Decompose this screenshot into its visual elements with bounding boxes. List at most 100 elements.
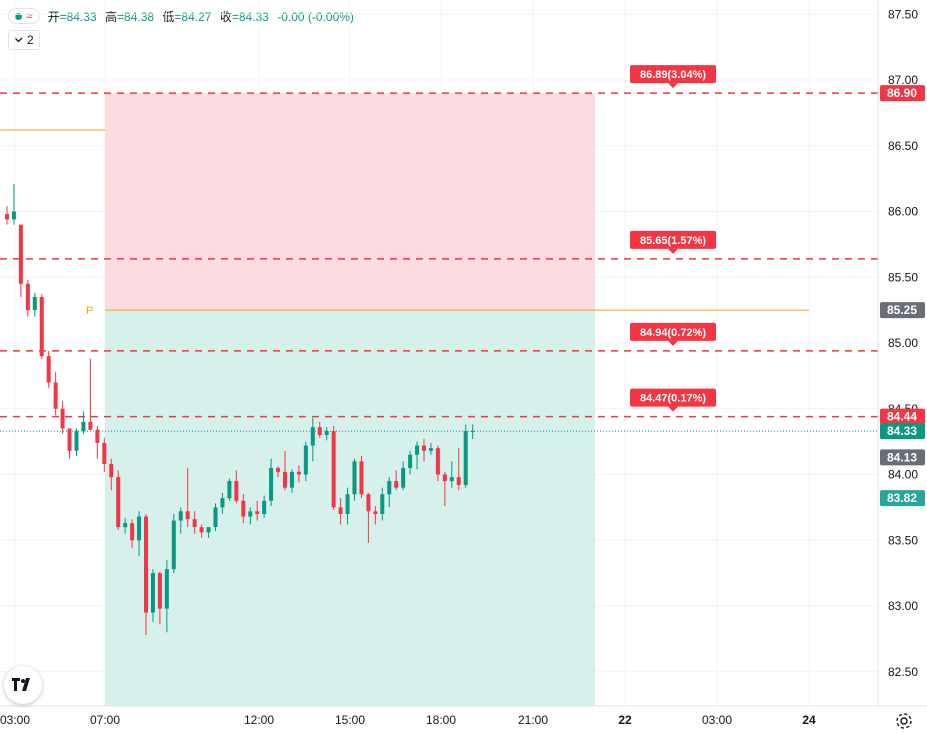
time-tick-label: 21:00: [518, 713, 548, 727]
change-value: -0.00 (-0.00%): [277, 9, 354, 24]
candle-body: [387, 481, 392, 495]
candle-body: [171, 520, 176, 570]
candle-body: [234, 481, 239, 501]
candle-body: [109, 463, 114, 478]
candle-body: [317, 427, 322, 436]
close-value: =84.33: [231, 9, 269, 24]
price-badge-text: 84.13: [887, 450, 917, 464]
candle-body: [283, 471, 287, 488]
candle-body: [359, 461, 364, 495]
target-label-pointer: [668, 406, 678, 412]
candle-body: [144, 516, 148, 613]
candle-body: [262, 500, 267, 514]
open-label: 开: [47, 9, 60, 24]
price-tick-label: 85.00: [888, 336, 918, 350]
target-label-box: [630, 230, 716, 249]
price-badge: [880, 490, 925, 507]
candle-body: [18, 224, 23, 284]
candle-body: [150, 573, 155, 613]
candle-body: [130, 523, 135, 541]
candle-body: [310, 427, 315, 446]
candle-body: [192, 519, 197, 528]
level-price-badge: [880, 85, 925, 102]
price-tick-label: 83.00: [888, 599, 918, 613]
time-tick-label: 07:00: [90, 713, 120, 727]
ohlc-values: 开=84.33 高=84.38 低=84.27 收=84.33 -0.00 (-…: [48, 8, 354, 25]
target-label: 84.47(0.17%): [640, 393, 706, 405]
candle-body: [366, 494, 371, 512]
candle-body: [123, 523, 128, 528]
price-tick-label: 85.50: [888, 270, 918, 284]
candle-body: [276, 467, 281, 472]
candle-body: [380, 494, 385, 514]
time-tick-label: 18:00: [426, 713, 456, 727]
candle-body: [289, 471, 294, 488]
candle-body: [46, 356, 51, 383]
tradingview-logo-icon[interactable]: [4, 666, 42, 704]
candle-body: [137, 516, 142, 541]
price-badge-text: 85.25: [887, 303, 917, 317]
candle-body: [74, 431, 79, 451]
target-label-box: [630, 322, 716, 341]
candle-body: [241, 500, 246, 517]
time-tick-label: 03:00: [0, 713, 30, 727]
legend-bar: ≈ 开=84.33 高=84.38 低=84.27 收=84.33 -0.00 …: [8, 6, 354, 26]
price-tick-label: 83.50: [888, 533, 918, 547]
candle-body: [463, 431, 468, 486]
price-tick-label: 82.50: [888, 665, 918, 679]
candle-body: [352, 461, 357, 495]
target-label-pointer: [668, 83, 678, 89]
low-label: 低: [162, 9, 175, 24]
candle-body: [88, 421, 93, 430]
eye-dot-icon: [15, 12, 22, 20]
visibility-toggle[interactable]: ≈: [8, 8, 40, 24]
price-badge-text: 83.82: [887, 491, 917, 505]
candle-body: [32, 296, 37, 311]
indicator-count: 2: [27, 33, 34, 47]
target-label-pointer: [668, 248, 678, 254]
candle-body: [373, 511, 378, 514]
target-label-box: [630, 388, 716, 407]
candle-body: [220, 498, 225, 508]
candle-body: [213, 507, 218, 528]
price-badge-text: 84.33: [887, 424, 917, 438]
candle-body: [442, 474, 447, 482]
candle-body: [408, 454, 413, 468]
candle-body: [422, 445, 426, 451]
candle-body: [428, 448, 433, 451]
time-tick-label: 12:00: [244, 713, 274, 727]
candle-body: [269, 467, 274, 501]
target-label-pointer: [668, 340, 678, 346]
level-price-badge-text: 84.44: [887, 410, 917, 424]
time-tick-label: 03:00: [702, 713, 732, 727]
gear-icon[interactable]: [893, 710, 915, 732]
candle-body: [25, 283, 30, 311]
high-label: 高: [105, 9, 118, 24]
candle-body: [11, 211, 16, 220]
candle-body: [81, 421, 86, 432]
candle-body: [415, 445, 420, 455]
level-price-badge-text: 86.90: [887, 86, 917, 100]
price-axis[interactable]: [878, 0, 927, 706]
price-tick-label: 87.50: [888, 7, 918, 21]
pivot-label: P: [86, 305, 93, 317]
stop-zone: [105, 93, 595, 311]
profit-zone: [105, 310, 595, 706]
level-price-badge: [880, 408, 925, 425]
candle-body: [345, 494, 350, 514]
candle-body: [157, 573, 162, 609]
candle-body: [248, 511, 253, 517]
candle-body: [53, 382, 58, 409]
collapse-indicators-button[interactable]: 2: [8, 30, 40, 50]
price-badge: [880, 449, 925, 466]
target-label: 85.65(1.57%): [640, 235, 706, 247]
candle-body: [303, 445, 308, 475]
candle-body: [199, 527, 204, 533]
candle-body: [60, 408, 65, 429]
candle-body: [394, 481, 399, 488]
candle-body: [227, 481, 232, 499]
candle-body: [95, 429, 100, 443]
price-tick-label: 86.50: [888, 139, 918, 153]
candle-body: [435, 448, 440, 475]
